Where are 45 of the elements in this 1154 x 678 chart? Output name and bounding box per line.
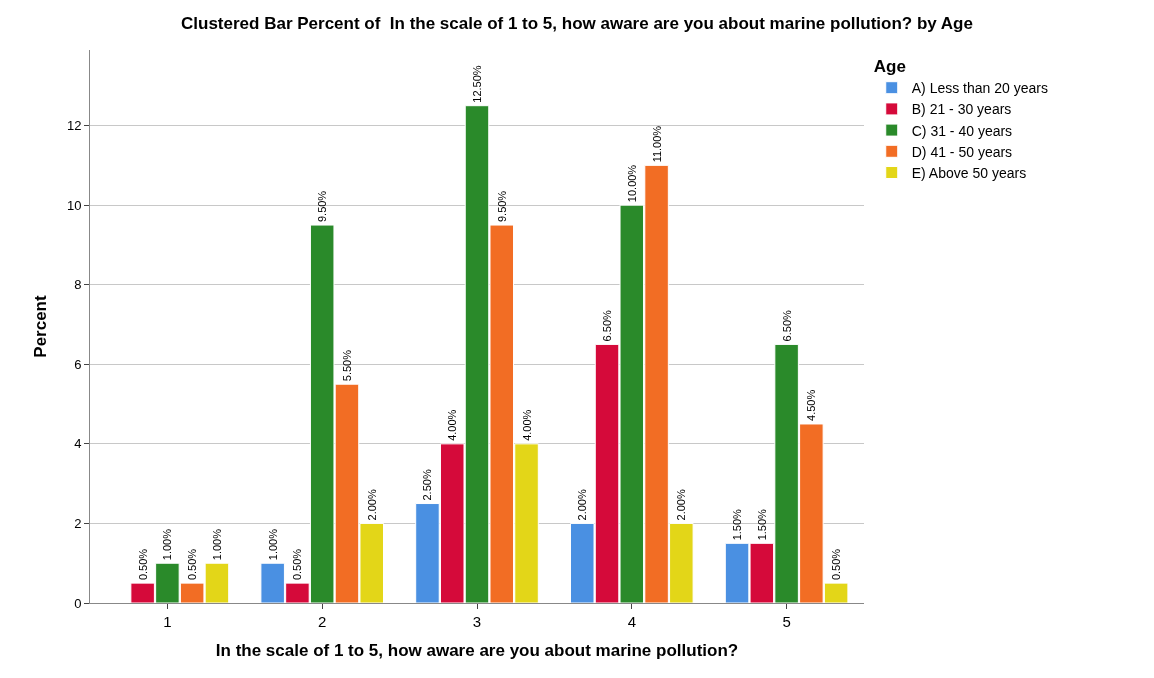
data-label: 11.00% <box>650 125 663 163</box>
chart-title: Clustered Bar Percent of In the scale of 1 to 5, how aware are you about marine pollution? by Age <box>181 13 973 33</box>
data-label: 4.00% <box>446 409 459 441</box>
y-tick-label: 4 <box>74 436 82 452</box>
data-label: 1.00% <box>210 528 223 561</box>
data-label: 2.00% <box>365 489 378 521</box>
x-axis-title: In the scale of 1 to 5, how aware are you about marine pollution? <box>215 641 739 661</box>
data-label: 10.00% <box>625 164 638 203</box>
x-tick-label: 4 <box>627 613 636 630</box>
data-label: 2.00% <box>675 489 688 521</box>
data-label: 4.00% <box>520 409 533 441</box>
legend-label: A) Less than 20 years <box>911 80 1048 97</box>
legend-title: Age <box>873 57 906 77</box>
data-label: 9.50% <box>495 190 508 223</box>
data-label: 1.00% <box>161 528 174 561</box>
data-label: 0.50% <box>136 548 149 581</box>
y-axis-title: Percent <box>31 294 51 358</box>
data-label: 6.50% <box>780 309 793 342</box>
data-label: 2.00% <box>576 489 589 521</box>
y-tick-label: 10 <box>66 197 82 213</box>
legend-label: D) 41 - 50 years <box>911 143 1013 160</box>
data-label: 12.50% <box>471 65 483 103</box>
y-tick-label: 8 <box>74 277 82 293</box>
data-label: 4.50% <box>805 389 818 421</box>
x-tick-label: 1 <box>163 613 172 630</box>
y-tick-label: 12 <box>66 118 82 134</box>
data-label: 9.50% <box>316 190 329 223</box>
y-tick-label: 6 <box>74 356 82 372</box>
data-label: 2.50% <box>421 469 434 501</box>
legend-label: C) 31 - 40 years <box>911 122 1013 139</box>
data-label: 0.50% <box>830 548 843 581</box>
data-label: 1.50% <box>731 508 744 541</box>
legend-label: E) Above 50 years <box>911 164 1027 181</box>
data-label: 1.50% <box>755 508 768 541</box>
data-label: 0.50% <box>186 548 199 581</box>
y-tick-label: 2 <box>74 515 82 531</box>
legend-label: B) 21 - 30 years <box>911 101 1012 118</box>
y-tick-label: 0 <box>74 595 82 611</box>
data-label: 0.50% <box>291 548 304 581</box>
x-tick-label: 3 <box>472 613 482 630</box>
x-tick-label: 2 <box>318 613 327 630</box>
data-label: 1.00% <box>266 528 279 561</box>
data-label: 5.50% <box>340 349 353 382</box>
x-tick-label: 5 <box>782 613 791 630</box>
data-label: 6.50% <box>601 309 614 342</box>
